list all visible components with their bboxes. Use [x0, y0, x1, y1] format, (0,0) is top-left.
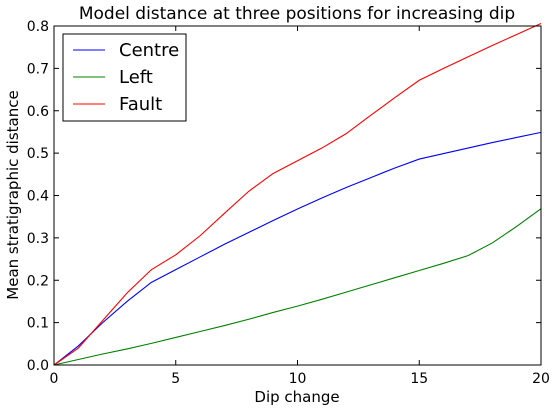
y-tick-label: 0.1 [27, 316, 49, 332]
y-tick-label: 0.2 [27, 273, 49, 289]
x-tick-label: 15 [410, 371, 428, 387]
y-tick-label: 0.6 [27, 104, 49, 120]
y-axis-label: Mean stratigraphic distance [4, 90, 22, 299]
series-line-left [53, 208, 542, 366]
x-tick-label: 5 [171, 371, 180, 387]
x-tick-label: 10 [289, 371, 307, 387]
x-tick-label: 0 [50, 371, 59, 387]
chart-title: Model distance at three positions for in… [79, 4, 515, 24]
x-axis-label: Dip change [254, 388, 339, 406]
series-line-centre [53, 131, 542, 366]
y-tick-label: 0.7 [27, 61, 49, 77]
legend-label-fault: Fault [119, 94, 162, 115]
legend: Centre Left Fault [62, 33, 187, 122]
y-tick-label: 0.4 [27, 189, 49, 205]
x-tick-label: 20 [532, 371, 550, 387]
series-line-fault [53, 22, 542, 366]
plot-area: 0 5 10 15 20 0.0 0.1 0.2 0.3 0.4 0.5 0.6 0.7 0.8 [27, 19, 550, 387]
y-tick-label: 0.3 [27, 231, 49, 247]
y-tick-label: 0.8 [27, 19, 49, 35]
legend-label-centre: Centre [119, 40, 179, 61]
legend-label-left: Left [119, 67, 153, 88]
y-tick-label: 0.5 [27, 146, 49, 162]
y-tick-label: 0.0 [27, 358, 49, 374]
